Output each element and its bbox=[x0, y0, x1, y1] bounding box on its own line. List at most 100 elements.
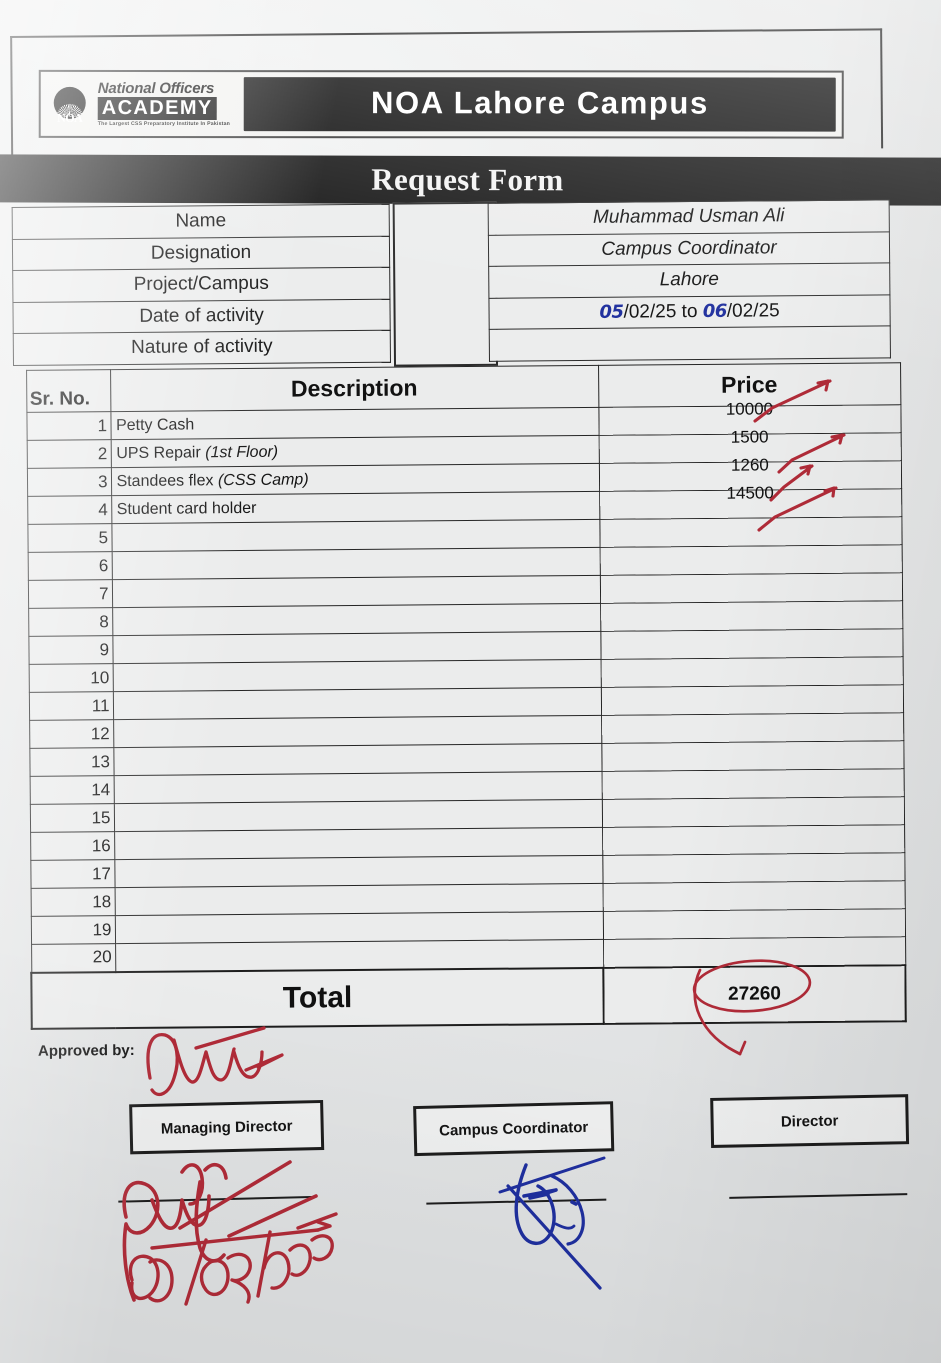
total-row: Total 27260 bbox=[31, 964, 906, 1029]
cell-sr-no: 17 bbox=[30, 859, 115, 889]
meta-value-nature-of-activity[interactable] bbox=[489, 325, 891, 361]
cell-description[interactable] bbox=[112, 687, 602, 720]
cell-sr-no: 12 bbox=[29, 719, 114, 749]
meta-label-project-campus: Project/Campus bbox=[12, 267, 390, 302]
cell-sr-no: 20 bbox=[31, 943, 116, 973]
items-table: Sr. No. Description Price 1 Petty Cash 100… bbox=[25, 362, 907, 1029]
cell-description[interactable] bbox=[111, 547, 600, 580]
cell-description[interactable] bbox=[114, 883, 603, 916]
cell-description[interactable] bbox=[115, 939, 604, 972]
approved-by-label: Approved by: bbox=[37, 1041, 135, 1060]
logo-line-national-officers: National Officers bbox=[97, 79, 215, 97]
meta-label-name: Name bbox=[12, 204, 390, 239]
logo-wordmark: National Officers ACADEMY The Largest CS… bbox=[97, 79, 231, 127]
cell-description[interactable] bbox=[112, 631, 601, 664]
campus-banner: NOA Lahore Campus bbox=[244, 77, 836, 132]
cell-price[interactable] bbox=[602, 880, 905, 912]
meta-fields: Name Designation Project/Campus Date of … bbox=[12, 199, 891, 370]
cell-price[interactable] bbox=[602, 824, 905, 856]
noa-emblem-icon: NOA bbox=[47, 78, 93, 130]
cell-price[interactable] bbox=[599, 544, 902, 576]
items-table-body: 1 Petty Cash 10000 2 UPS Repair (1st Floor) 1… bbox=[26, 399, 906, 973]
cell-description[interactable] bbox=[113, 799, 603, 832]
emblem-noa-text: NOA bbox=[57, 110, 83, 125]
total-label: Total bbox=[31, 967, 604, 1029]
cell-description[interactable]: Standees flex (CSS Camp) bbox=[110, 463, 600, 496]
cell-price[interactable] bbox=[599, 516, 902, 548]
meta-value-designation[interactable]: Campus Coordinator bbox=[488, 231, 890, 267]
meta-label-date-of-activity: Date of activity bbox=[12, 298, 391, 334]
cell-description[interactable] bbox=[114, 855, 603, 888]
date-from-handwritten: 05 bbox=[599, 301, 624, 323]
cell-description[interactable] bbox=[111, 519, 600, 552]
price-value: 10000 bbox=[725, 398, 774, 419]
column-header-sr-no: Sr. No. bbox=[26, 369, 111, 413]
price-value: 14500 bbox=[726, 482, 774, 503]
meta-label-designation: Designation bbox=[12, 235, 390, 271]
cell-price[interactable] bbox=[602, 908, 906, 940]
title-band: Request Form bbox=[0, 154, 941, 206]
cell-sr-no: 10 bbox=[28, 663, 113, 693]
meta-value-date-of-activity[interactable]: 05/02/25 to 06/02/25 bbox=[488, 294, 891, 330]
logo-tagline: The Largest CSS Preparatory Institute In… bbox=[97, 120, 231, 127]
cell-description[interactable] bbox=[114, 827, 603, 860]
cell-sr-no: 7 bbox=[27, 579, 113, 609]
signature-box-managing-director: Managing Director bbox=[129, 1099, 325, 1155]
cell-sr-no: 9 bbox=[28, 635, 113, 665]
cell-sr-no: 13 bbox=[29, 747, 114, 777]
meta-value-project-campus[interactable]: Lahore bbox=[488, 262, 890, 298]
cell-price[interactable] bbox=[601, 712, 904, 744]
cell-price[interactable] bbox=[600, 684, 904, 716]
cell-price[interactable] bbox=[603, 936, 906, 968]
signature-line-director bbox=[729, 1193, 908, 1199]
cell-price[interactable] bbox=[601, 740, 904, 772]
cell-sr-no: 14 bbox=[29, 775, 114, 805]
cell-sr-no: 5 bbox=[27, 523, 112, 553]
meta-value-column: Muhammad Usman Ali Campus Coordinator La… bbox=[488, 199, 891, 361]
cell-description-note: (CSS Camp) bbox=[217, 470, 309, 489]
total-value: 27260 bbox=[603, 964, 906, 1024]
meta-value-name[interactable]: Muhammad Usman Ali bbox=[488, 199, 890, 235]
cell-description-note: (1st Floor) bbox=[205, 443, 279, 461]
cell-description[interactable] bbox=[113, 715, 602, 748]
cell-sr-no: 8 bbox=[28, 607, 113, 637]
signature-line-managing-director bbox=[118, 1195, 317, 1203]
date-to-handwritten: 06 bbox=[702, 300, 727, 322]
cell-sr-no: 11 bbox=[28, 691, 114, 721]
cell-description[interactable] bbox=[113, 743, 602, 776]
cell-sr-no: 4 bbox=[27, 495, 112, 525]
cell-sr-no: 2 bbox=[26, 439, 111, 469]
cell-description[interactable] bbox=[112, 659, 601, 692]
cell-description[interactable]: UPS Repair (1st Floor) bbox=[110, 435, 599, 468]
cell-description[interactable] bbox=[114, 911, 604, 944]
meta-label-column: Name Designation Project/Campus Date of … bbox=[12, 204, 391, 366]
cell-price[interactable] bbox=[601, 768, 904, 800]
cell-price[interactable]: 14500 bbox=[599, 483, 902, 520]
cell-sr-no: 6 bbox=[27, 551, 112, 581]
price-value: 1260 bbox=[730, 454, 769, 475]
signature-line-campus-coordinator bbox=[426, 1198, 607, 1205]
cell-sr-no: 3 bbox=[26, 467, 112, 497]
cell-price[interactable] bbox=[600, 628, 903, 660]
page-title: Request Form bbox=[371, 161, 564, 198]
cell-description[interactable] bbox=[111, 575, 601, 608]
meta-spacer-column bbox=[392, 201, 499, 367]
cell-description[interactable]: Student card holder bbox=[111, 491, 600, 524]
cell-price[interactable] bbox=[602, 852, 905, 884]
date-joiner: to bbox=[681, 300, 698, 322]
cell-sr-no: 1 bbox=[26, 411, 111, 441]
cell-sr-no: 18 bbox=[30, 887, 115, 917]
cell-description[interactable]: Petty Cash bbox=[110, 407, 599, 440]
cell-price[interactable] bbox=[600, 600, 903, 632]
cell-description[interactable] bbox=[112, 603, 601, 636]
price-value: 1500 bbox=[730, 426, 769, 447]
column-header-description: Description bbox=[110, 365, 599, 412]
cell-description[interactable] bbox=[113, 771, 602, 804]
cell-price[interactable] bbox=[600, 656, 903, 688]
cell-price[interactable] bbox=[599, 572, 903, 604]
cell-price[interactable] bbox=[601, 796, 905, 828]
meta-label-nature-of-activity: Nature of activity bbox=[13, 330, 391, 365]
logo-line-academy: ACADEMY bbox=[97, 96, 217, 120]
